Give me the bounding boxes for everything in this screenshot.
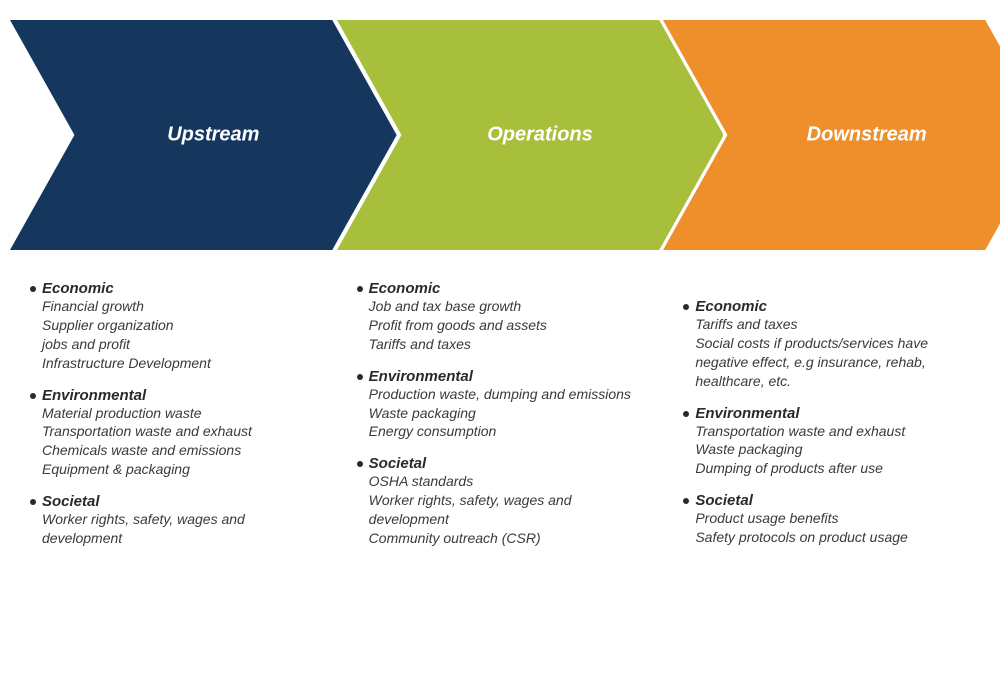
list-item: Product usage benefits <box>695 509 970 528</box>
category-items: Production waste, dumping and emissions … <box>357 385 644 442</box>
col-downstream: Economic Tariffs and taxes Social costs … <box>683 280 970 562</box>
chevron-label-upstream: Upstream <box>147 124 259 147</box>
upstream-environmental: Environmental Material production waste … <box>30 387 317 480</box>
category-items: Worker rights, safety, wages and develop… <box>30 510 317 548</box>
category-items: Transportation waste and exhaust Waste p… <box>683 422 970 479</box>
category-title: Environmental <box>357 368 644 385</box>
downstream-environmental: Environmental Transportation waste and e… <box>683 405 970 479</box>
chevron-row: Upstream Operations Downstream <box>0 0 1000 270</box>
category-items: OSHA standards Worker rights, safety, wa… <box>357 472 644 548</box>
category-title: Societal <box>30 493 317 510</box>
list-item: Transportation waste and exhaust <box>42 422 317 441</box>
list-item: Tariffs and taxes <box>695 315 970 334</box>
list-item: Transportation waste and exhaust <box>695 422 970 441</box>
downstream-economic: Economic Tariffs and taxes Social costs … <box>683 298 970 391</box>
list-item: Community outreach (CSR) <box>369 529 644 548</box>
chevron-label-operations: Operations <box>467 124 593 147</box>
category-title: Societal <box>683 492 970 509</box>
category-title: Economic <box>683 298 970 315</box>
list-item: Equipment & packaging <box>42 460 317 479</box>
upstream-societal: Societal Worker rights, safety, wages an… <box>30 493 317 548</box>
category-title: Environmental <box>683 405 970 422</box>
list-item: Material production waste <box>42 404 317 423</box>
list-item: Energy consumption <box>369 422 644 441</box>
details-columns: Economic Financial growth Supplier organ… <box>0 270 1000 562</box>
list-item: Supplier organization <box>42 316 317 335</box>
list-item: Infrastructure Development <box>42 354 317 373</box>
list-item: Production waste, dumping and emissions <box>369 385 644 404</box>
col-upstream: Economic Financial growth Supplier organ… <box>30 280 317 562</box>
category-items: Product usage benefits Safety protocols … <box>683 509 970 547</box>
category-items: Material production waste Transportation… <box>30 404 317 480</box>
list-item: Worker rights, safety, wages and develop… <box>369 491 644 529</box>
upstream-economic: Economic Financial growth Supplier organ… <box>30 280 317 373</box>
operations-environmental: Environmental Production waste, dumping … <box>357 368 644 442</box>
list-item: Social costs if products/services have n… <box>695 334 970 391</box>
list-item: OSHA standards <box>369 472 644 491</box>
list-item: Dumping of products after use <box>695 459 970 478</box>
list-item: jobs and profit <box>42 335 317 354</box>
category-items: Job and tax base growth Profit from good… <box>357 297 644 354</box>
category-title: Societal <box>357 455 644 472</box>
category-items: Financial growth Supplier organization j… <box>30 297 317 373</box>
list-item: Waste packaging <box>695 440 970 459</box>
operations-economic: Economic Job and tax base growth Profit … <box>357 280 644 354</box>
operations-societal: Societal OSHA standards Worker rights, s… <box>357 455 644 548</box>
list-item: Financial growth <box>42 297 317 316</box>
list-item: Worker rights, safety, wages and develop… <box>42 510 317 548</box>
list-item: Profit from goods and assets <box>369 316 644 335</box>
list-item: Waste packaging <box>369 404 644 423</box>
list-item: Tariffs and taxes <box>369 335 644 354</box>
downstream-societal: Societal Product usage benefits Safety p… <box>683 492 970 547</box>
list-item: Safety protocols on product usage <box>695 528 970 547</box>
list-item: Chemicals waste and emissions <box>42 441 317 460</box>
chevron-downstream: Downstream <box>663 20 1000 250</box>
category-items: Tariffs and taxes Social costs if produc… <box>683 315 970 391</box>
category-title: Environmental <box>30 387 317 404</box>
chevron-label-downstream: Downstream <box>787 124 927 147</box>
category-title: Economic <box>30 280 317 297</box>
col-operations: Economic Job and tax base growth Profit … <box>357 280 644 562</box>
list-item: Job and tax base growth <box>369 297 644 316</box>
category-title: Economic <box>357 280 644 297</box>
